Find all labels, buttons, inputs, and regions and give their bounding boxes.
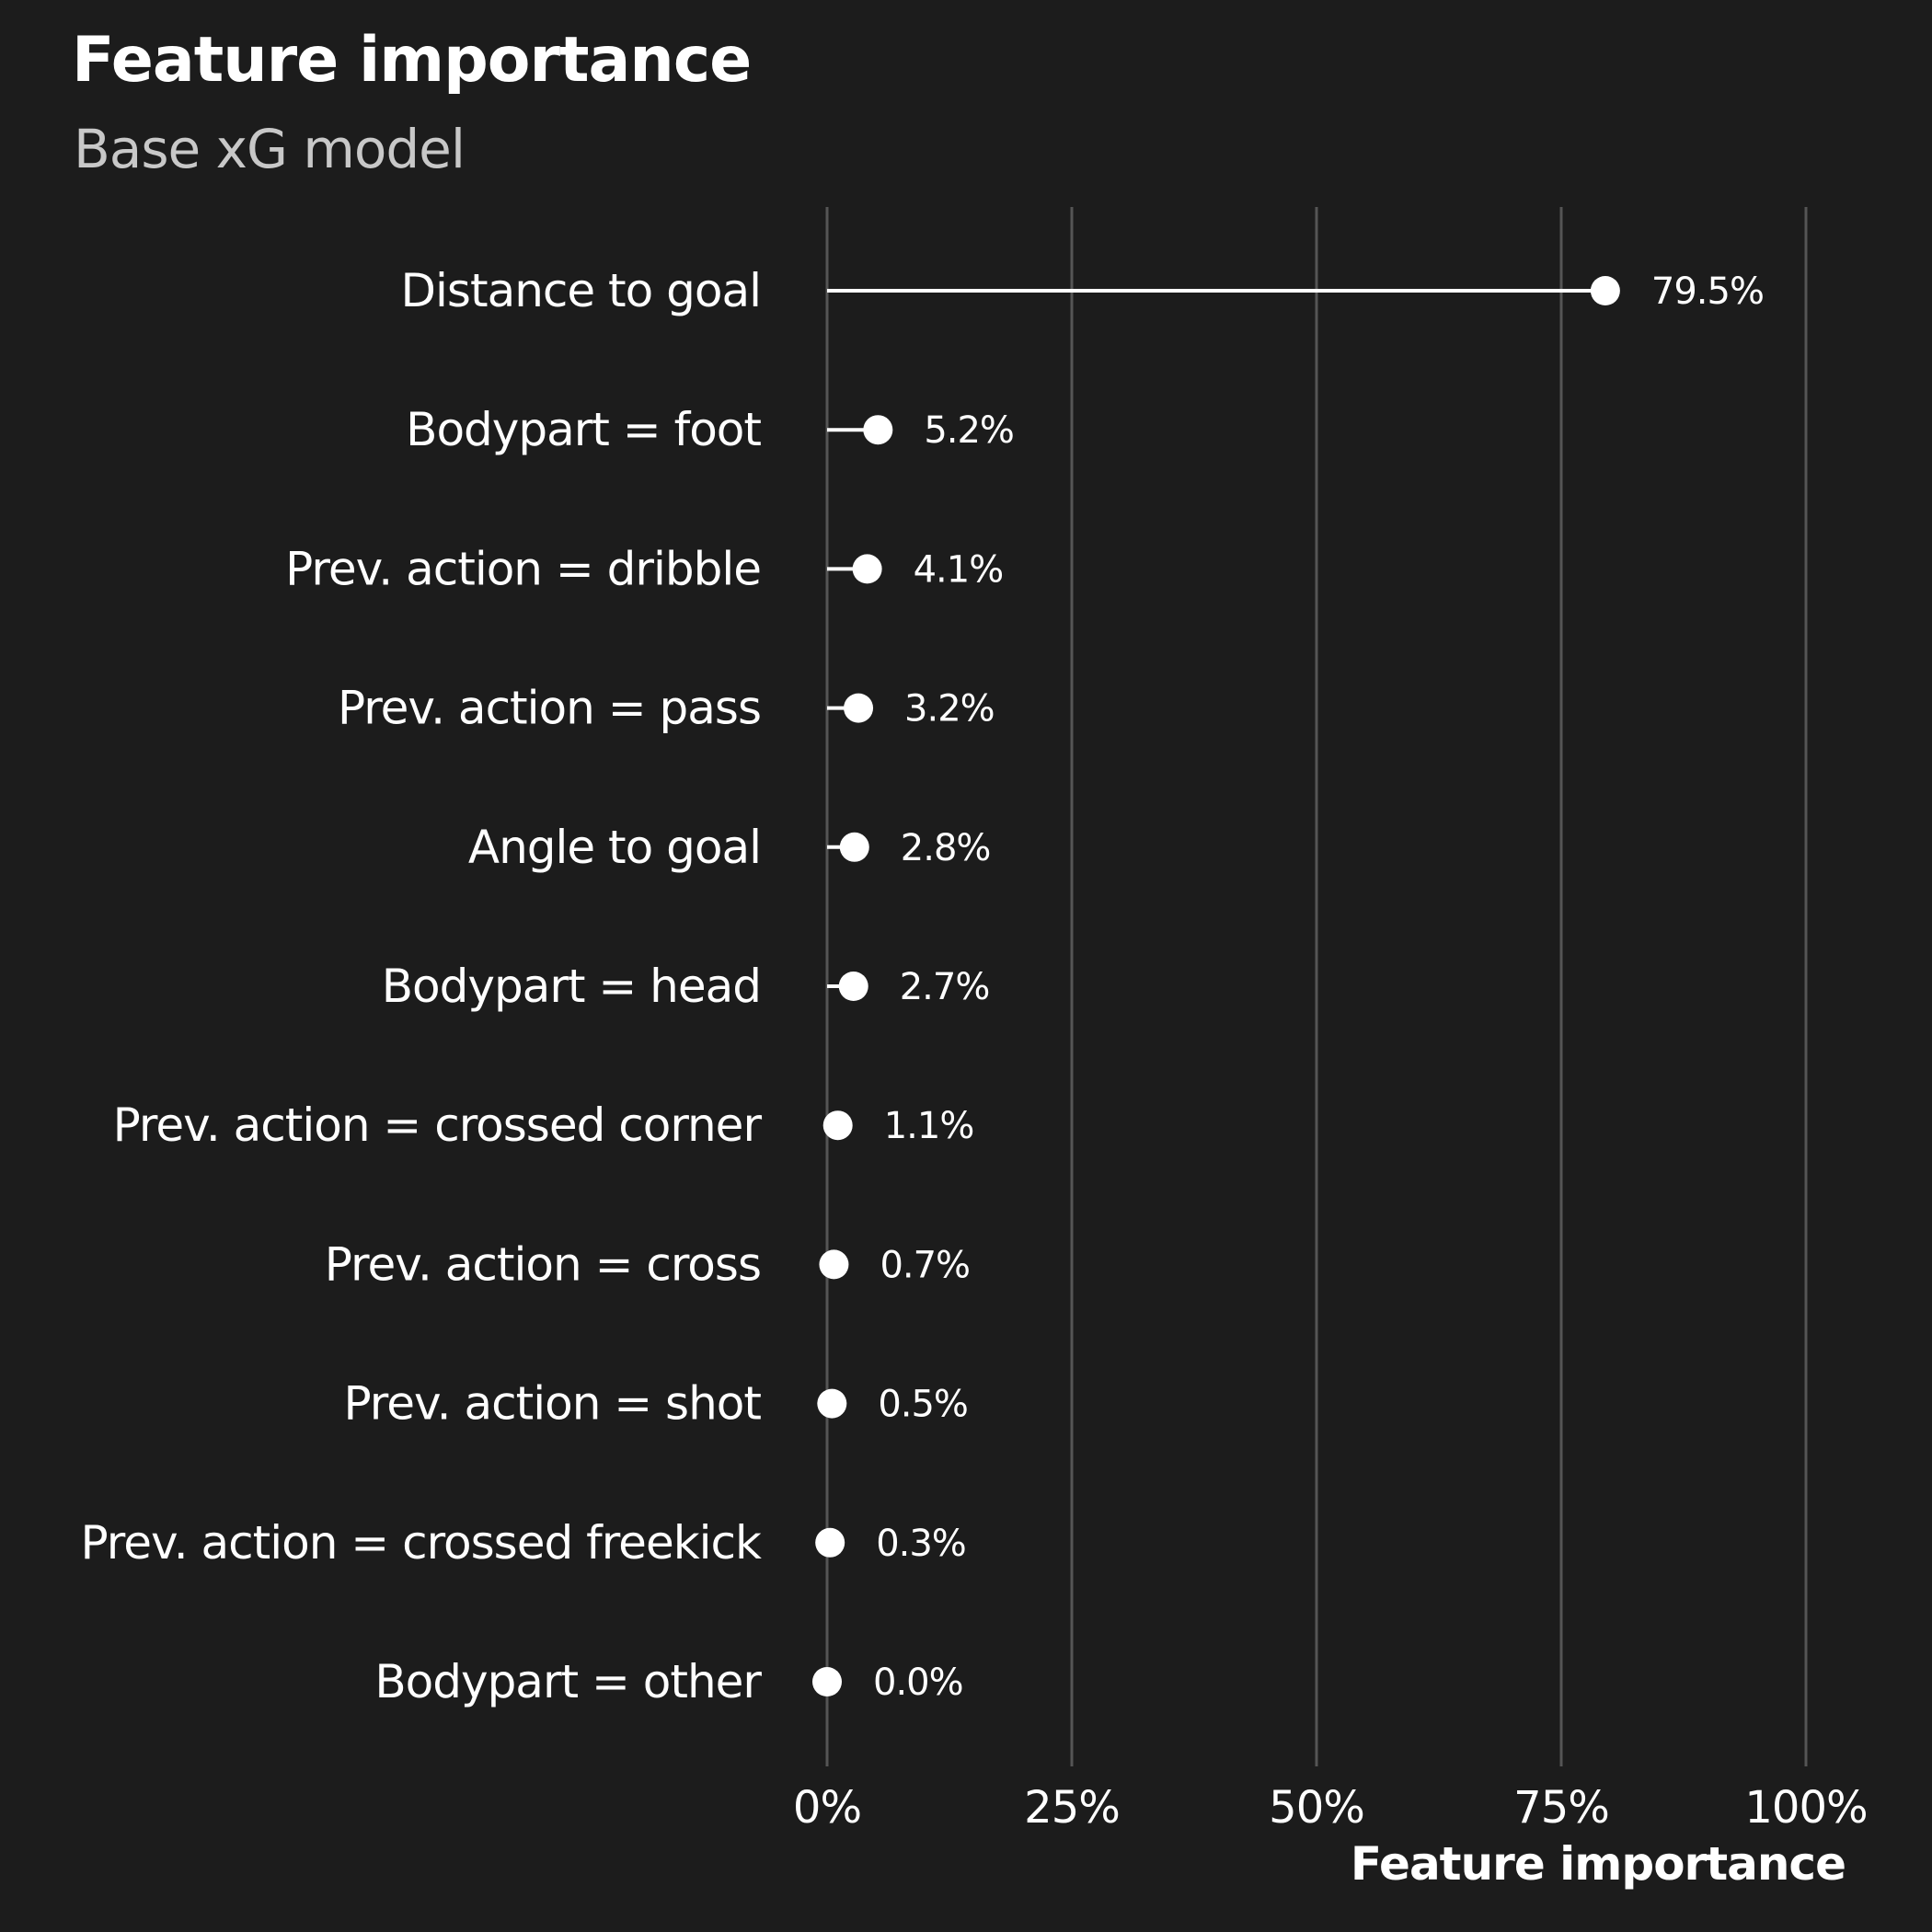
lollipop-point <box>822 1110 853 1141</box>
category-label: Prev. action = pass <box>338 682 761 735</box>
category-label: Distance to goal <box>401 264 761 317</box>
category-label: Prev. action = shot <box>343 1377 761 1431</box>
lollipop-point <box>844 693 874 723</box>
value-label: 79.5% <box>1651 270 1764 313</box>
value-label: 4.1% <box>914 548 1004 591</box>
category-label: Bodypart = other <box>374 1655 762 1708</box>
category-label: Bodypart = foot <box>406 403 761 456</box>
lollipop-points <box>812 276 1620 1696</box>
x-tick-label: 0% <box>793 1782 861 1834</box>
lollipop-point <box>817 1388 847 1419</box>
lollipop-point <box>812 1667 842 1696</box>
category-label: Angle to goal <box>468 821 761 874</box>
value-label: 0.7% <box>880 1244 970 1286</box>
x-tick-labels: 0% 25% 50% 75% 100% <box>793 1782 1869 1834</box>
lollipop-stems <box>827 289 1605 1545</box>
lollipop-point <box>863 415 893 445</box>
lollipop-point <box>839 832 869 862</box>
category-label: Prev. action = crossed corner <box>113 1098 763 1152</box>
lollipop-point <box>819 1249 849 1280</box>
value-label: 3.2% <box>904 688 995 730</box>
category-labels: Distance to goal Bodypart = foot Prev. act… <box>81 264 764 1708</box>
x-axis-title: Feature importance <box>1351 1837 1846 1891</box>
chart-title: Feature importance <box>72 24 752 97</box>
value-label: 0.5% <box>878 1384 968 1426</box>
category-label: Prev. action = cross <box>325 1237 761 1291</box>
category-label: Prev. action = crossed freekick <box>81 1516 763 1570</box>
value-label: 0.3% <box>876 1523 966 1565</box>
chart-subtitle: Base xG model <box>74 118 466 180</box>
x-tick-label: 25% <box>1024 1782 1120 1834</box>
x-tick-label: 75% <box>1513 1782 1609 1834</box>
lollipop-point <box>852 554 882 584</box>
category-label: Prev. action = dribble <box>285 542 761 595</box>
category-label: Bodypart = head <box>382 960 761 1013</box>
value-label: 1.1% <box>884 1105 974 1147</box>
value-label: 2.8% <box>901 827 991 869</box>
lollipop-point <box>1590 276 1620 305</box>
value-label: 5.2% <box>924 409 1014 452</box>
x-tick-label: 50% <box>1269 1782 1364 1834</box>
lollipop-point <box>815 1527 845 1558</box>
value-label: 2.7% <box>900 966 990 1008</box>
lollipop-point <box>838 972 868 1001</box>
value-label: 0.0% <box>873 1662 963 1704</box>
x-tick-label: 100% <box>1744 1782 1867 1834</box>
value-labels: 79.5% 5.2% 4.1% 3.2% 2.8% 2.7% 1.1% 0.7% 0.5% 0.3… <box>873 270 1765 1704</box>
